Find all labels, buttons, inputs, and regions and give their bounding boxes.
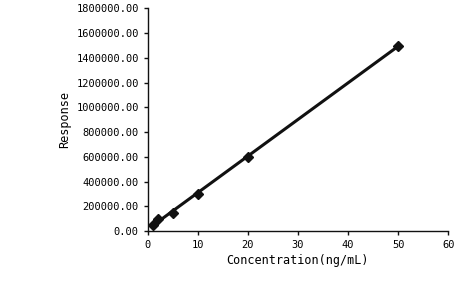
X-axis label: Concentration(ng/mL): Concentration(ng/mL) (227, 254, 369, 267)
Y-axis label: Response: Response (58, 91, 71, 148)
